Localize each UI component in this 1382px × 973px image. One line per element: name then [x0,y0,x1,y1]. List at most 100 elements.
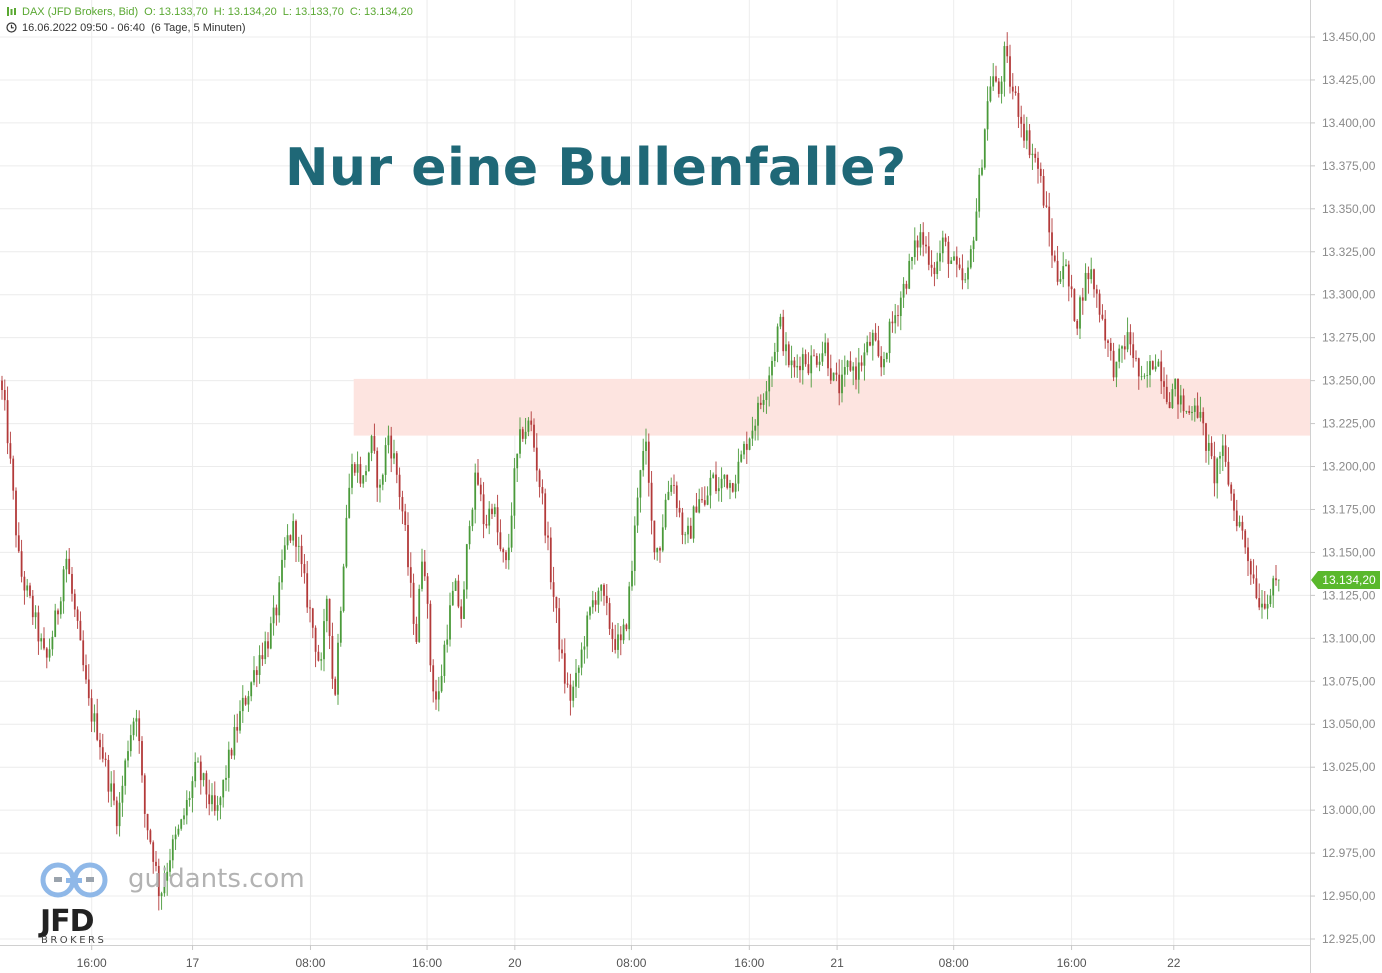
candle [454,578,457,592]
candle [796,354,799,378]
y-tick-label: 13.425,00 [1322,73,1376,87]
candle [941,230,944,263]
candle [12,455,15,500]
last-price-badge: 13.134,20 [1311,570,1380,589]
candle-body [916,240,919,248]
candle-body [384,445,387,475]
candle-body [566,683,569,685]
candle [883,351,885,376]
candle [59,596,62,619]
candle [849,351,852,372]
candle [205,770,208,809]
candle [751,416,754,446]
resistance-zone-rect [353,378,1310,436]
watermark-site: guidants.com [128,864,305,894]
candle [491,503,493,519]
candle-body [1165,386,1168,403]
candle [465,543,468,599]
candle-body [423,561,426,577]
candle-body [995,76,997,82]
candle-body [135,718,138,722]
candle-body [866,341,869,353]
x-tick-label: 17 [186,956,200,970]
candle [561,639,563,659]
candle-body [1244,530,1247,548]
candle-body [65,558,68,570]
candle [225,765,227,792]
candle [639,469,642,513]
candle-body [141,741,143,776]
candle-body [1263,603,1266,609]
candle-body [499,532,502,550]
candle-body [1095,289,1098,294]
candle-body [653,520,656,553]
candle [589,606,591,620]
candle [401,490,404,525]
candle-body [1179,395,1182,405]
candle-body [1193,405,1196,412]
candle [362,475,365,488]
candle [995,65,997,83]
candle-body [572,686,575,701]
candle-body [524,431,527,439]
candle [250,681,253,702]
candle [485,514,488,529]
candle-body [642,451,645,471]
candle-body [908,260,911,289]
candle [566,672,569,688]
candle [493,503,496,517]
candle [118,792,121,837]
candle [1154,354,1157,372]
candle [65,550,68,583]
candle-body [1062,266,1065,280]
candle [219,796,222,820]
candle-body [905,283,908,289]
candle [1070,274,1073,298]
candle [96,698,99,742]
candle-body [1247,547,1249,562]
candle [303,554,306,584]
candle [841,359,843,403]
candle [463,581,465,619]
candle-body [1006,46,1009,57]
candle [267,632,269,658]
candle-body [978,174,981,212]
candle-body [62,569,65,602]
candle-body [311,608,314,628]
candle [866,335,869,356]
candle-body [295,521,297,547]
candle-body [1118,348,1121,362]
candle-body [17,535,20,552]
candle [437,676,440,712]
candle [82,630,85,672]
candle-body [437,691,440,700]
candle-body [59,601,62,615]
candle-body [132,721,135,736]
candle [989,76,992,103]
candle [535,433,538,482]
candle-body [278,582,281,616]
candle [768,366,771,407]
candle-body [667,491,670,500]
candle-body [1154,366,1157,370]
candle-body [457,580,460,607]
candle [1247,537,1249,576]
candle-body [157,865,160,897]
candle [1205,422,1207,463]
candle-body [1255,578,1258,599]
candle [1014,85,1017,96]
candle [636,487,639,533]
candle [717,477,720,502]
candle [678,500,681,518]
candle [370,434,373,462]
candle [944,233,947,247]
candle-body [813,355,815,357]
candle [1168,392,1171,409]
candle-body [110,783,113,792]
candle-body [314,627,317,652]
y-tick-label: 13.225,00 [1322,417,1376,431]
candle [90,689,93,732]
candle-body [1115,361,1118,378]
candle [1020,105,1023,138]
candle-body [810,355,813,374]
